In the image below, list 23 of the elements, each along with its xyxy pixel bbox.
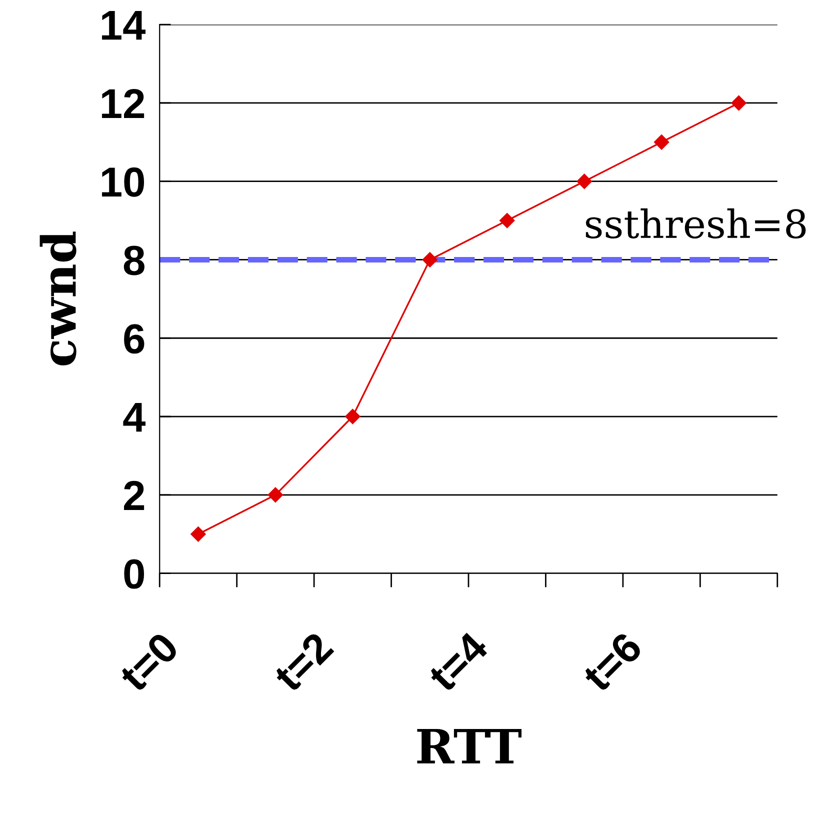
x-tick-label: t=4 (426, 630, 490, 694)
y-tick-label: 12 (102, 88, 144, 118)
y-tick-label: 6 (124, 324, 144, 354)
y-tick-label: 14 (102, 11, 146, 40)
point (500, 212, 515, 228)
x-axis-title: RTT (417, 728, 522, 764)
point (654, 134, 670, 150)
y-tick-label: 4 (123, 402, 146, 432)
point (268, 487, 284, 502)
point (422, 252, 438, 268)
point (731, 95, 746, 111)
y-tick-label: 8 (124, 246, 144, 276)
x-tick-label: t=0 (117, 630, 180, 694)
y-axis-title: cwnd (40, 232, 76, 366)
y-tick-label: 2 (124, 480, 144, 510)
y-tick-label: 10 (102, 167, 144, 197)
point (345, 408, 360, 424)
x-tick-label: t=2 (272, 630, 334, 694)
ref-line-label: ssthresh=8 (586, 208, 806, 238)
point (190, 526, 206, 542)
point (576, 174, 592, 189)
x-tick-label: t=6 (580, 630, 644, 694)
y-tick-label: 0 (124, 559, 144, 589)
